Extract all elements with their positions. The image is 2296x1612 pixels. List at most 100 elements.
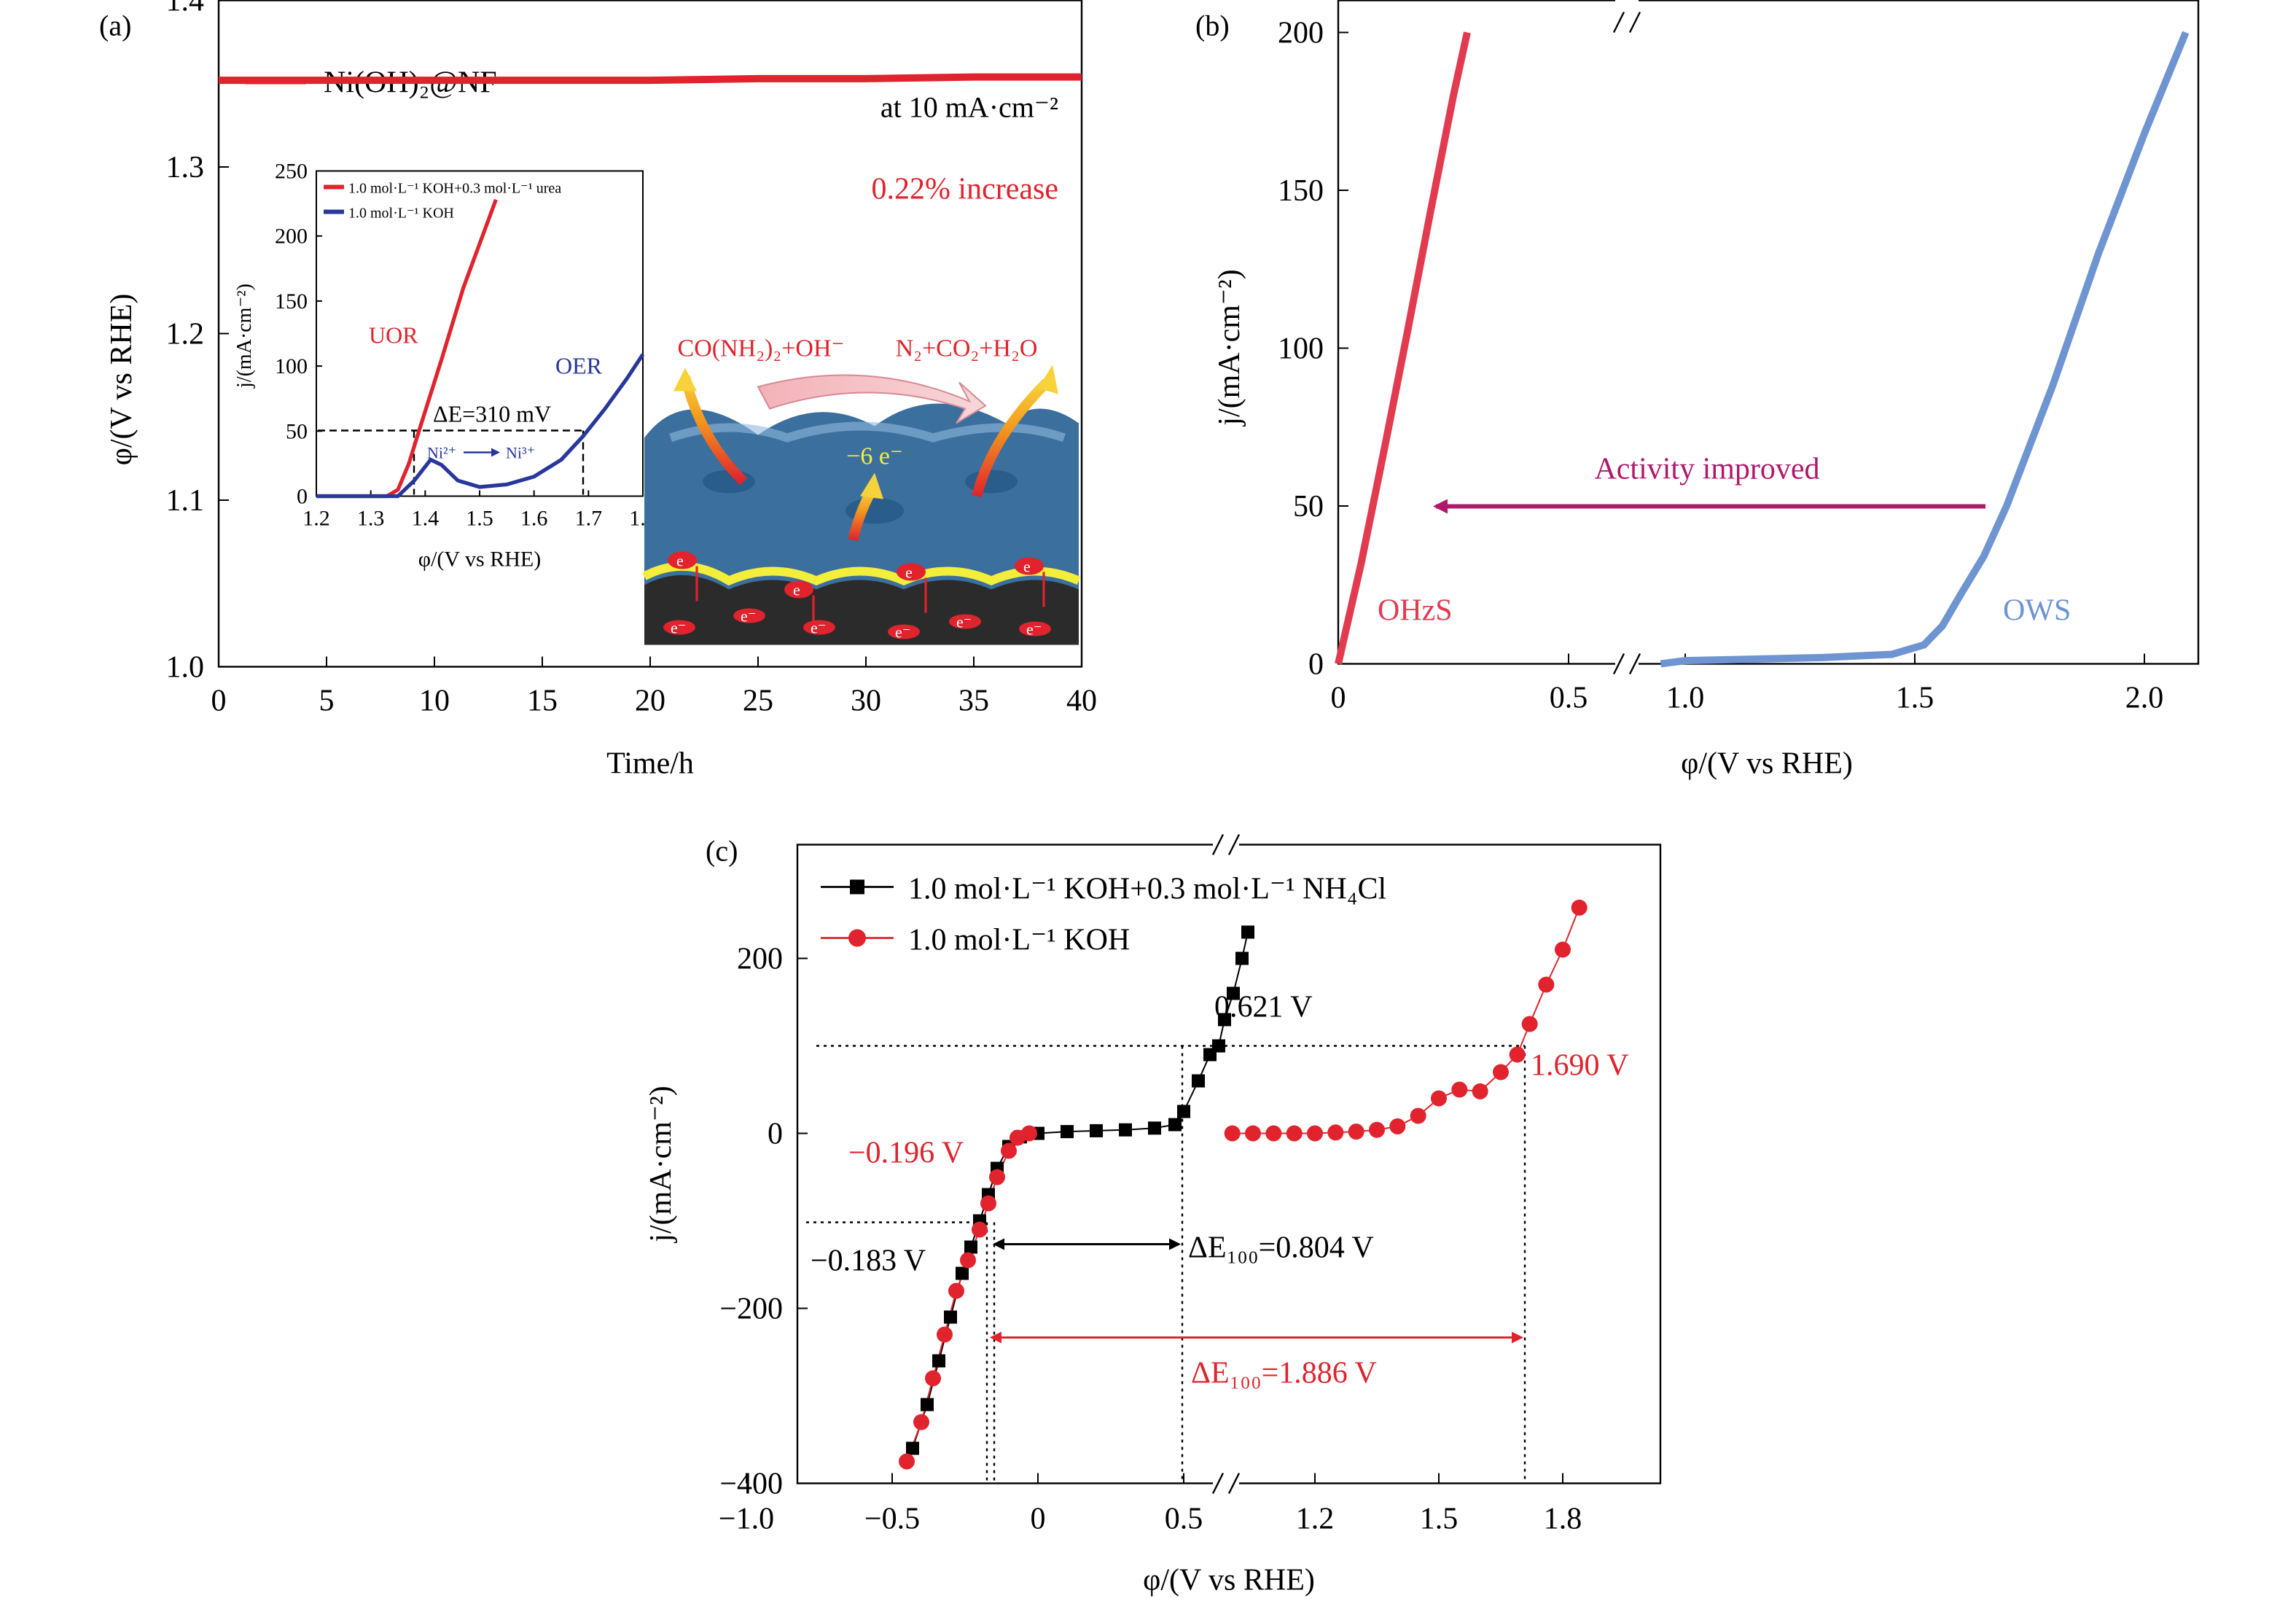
c-xtick-label: −0.5 (864, 1503, 920, 1536)
panel-b-break-mark-top-2 (1628, 11, 1641, 34)
a-ytick-label: 1.3 (166, 151, 205, 184)
panel-c-legend-2: 1.0 mol·L⁻¹ KOH (908, 924, 1130, 957)
panel-b-ows-label: OWS (2003, 594, 2071, 628)
c-ytick-label: 200 (737, 943, 783, 976)
c-marker-koh (1509, 1046, 1526, 1063)
a-ytick-label: 1.4 (166, 0, 205, 18)
schematic-electron (803, 620, 835, 635)
inset-xtick-label: 1.5 (466, 507, 493, 531)
inset-ni3-label: Ni³⁺ (506, 444, 535, 462)
inset-legend-2: 1.0 mol·L⁻¹ KOH (348, 206, 454, 222)
c-marker-koh (1451, 1081, 1468, 1098)
panel-a-increase: 0.22% increase (871, 173, 1058, 206)
panel-c-v1690: 1.690 V (1531, 1049, 1629, 1083)
inset-ytick-label: 150 (275, 289, 308, 314)
a-xtick-label: 40 (1066, 685, 1097, 718)
c-marker-koh (1307, 1125, 1323, 1142)
c-marker-koh (1571, 899, 1588, 916)
c-marker-nh4cl (1212, 1039, 1225, 1053)
b-xtick-label: 1.0 (1666, 682, 1705, 715)
panel-c-axis: −1.0 −0.5 0 0.5 1.2 1.5 1.8 −400 −200 0 200 (719, 943, 1582, 1536)
c-marker-nh4cl (1090, 1124, 1103, 1137)
c-marker-koh (972, 1221, 988, 1238)
c-marker-koh (1410, 1107, 1426, 1124)
schematic-yellow-layer (642, 561, 1081, 586)
a-xtick-label: 20 (635, 685, 665, 718)
c-marker-nh4cl (1192, 1074, 1205, 1088)
b-xtick-label: 0.5 (1550, 682, 1588, 715)
inset-frame (316, 170, 644, 497)
c-marker-nh4cl (1227, 986, 1240, 1000)
c-marker-koh (960, 1252, 976, 1269)
c-marker-koh (1369, 1121, 1385, 1138)
c-marker-koh (1265, 1125, 1282, 1142)
panel-c-legend-1: 1.0 mol·L⁻¹ KOH+0.3 mol·L⁻¹ NH₄Cl (908, 873, 1386, 906)
inset-xlabel: φ/(V vs RHE) (418, 548, 541, 572)
panel-c-v196: −0.196 V (848, 1137, 964, 1170)
inset-ytick-label: 250 (275, 160, 308, 184)
panel-a-series-line (219, 73, 1082, 85)
schematic-electron (1019, 621, 1051, 636)
inset-xtick-label: 1.7 (575, 507, 603, 531)
panel-b-series-ohzs (1335, 31, 1471, 665)
schematic-electron-label: e⁻ (895, 623, 910, 642)
a-xtick-label: 15 (527, 685, 558, 718)
a-xtick-label: 0 (211, 685, 227, 718)
c-marker-koh (1224, 1125, 1241, 1142)
schematic-flame-head-1 (673, 367, 697, 392)
c-marker-koh (989, 1169, 1005, 1185)
a-ytick-label: 1.2 (166, 318, 205, 351)
c-marker-koh (1021, 1125, 1037, 1142)
schematic-electron-label: e (905, 564, 913, 582)
a-xtick-label: 10 (419, 685, 450, 718)
inset-series-koh (316, 353, 645, 499)
c-xtick-label: −1.0 (719, 1503, 774, 1536)
c-ytick-label: −200 (719, 1293, 783, 1326)
schematic-electron (897, 563, 926, 581)
c-marker-koh (1493, 1064, 1509, 1080)
panel-b-axis: 0 0.5 1.0 1.5 2.0 0 50 100 150 200 (1278, 17, 2163, 715)
schematic-electron-label: e⁻ (956, 613, 972, 631)
panel-c-break-mark (1211, 1472, 1225, 1495)
c-marker-nh4cl (1241, 925, 1254, 939)
panel-b-break-gap-top (1615, 0, 1639, 12)
inset-ytick-label: 100 (275, 354, 308, 378)
b-xtick-label: 1.5 (1896, 682, 1934, 715)
panel-c-break-mark-2 (1227, 1472, 1241, 1495)
schematic-electron-group: e e e e e⁻ e⁻ e⁻ e⁻ e⁻ e⁻ (663, 551, 1051, 642)
schematic-electron-label: e (676, 552, 684, 570)
c-ytick-label: 0 (768, 1118, 783, 1151)
c-marker-koh (1245, 1125, 1261, 1142)
inset-xtick-label: 1.3 (357, 507, 385, 531)
c-marker-koh (1286, 1125, 1303, 1142)
panel-b-break-mark-2 (1628, 653, 1641, 675)
panel-a-schematic: −6 e⁻ CO(NH₂)₂+OH⁻ N₂+CO₂+H₂O e e e e e⁻ e⁻ e⁻… (642, 335, 1081, 645)
c-marker-nh4cl (932, 1354, 945, 1368)
schematic-product: N₂+CO₂+H₂O (896, 335, 1038, 362)
c-marker-nh4cl (1119, 1123, 1132, 1137)
schematic-electron-label: e⁻ (811, 619, 826, 637)
panel-b-activity-label: Activity improved (1594, 453, 1819, 486)
schematic-electron (668, 551, 697, 569)
a-ytick-label: 1.0 (166, 651, 205, 685)
panel-b-ylabel: j/(mA·cm⁻²) (1213, 269, 1246, 427)
c-marker-nh4cl (1168, 1118, 1182, 1132)
c-marker-nh4cl (1177, 1105, 1190, 1118)
a-xtick-label: 30 (851, 685, 881, 718)
panel-c-delta-black: ΔE₁₀₀=0.804 V (1188, 1231, 1374, 1265)
c-xtick-label: 0 (1031, 1503, 1046, 1536)
panel-c-break-mark-top (1211, 833, 1225, 856)
panel-c-delta-red: ΔE₁₀₀=1.886 V (1191, 1357, 1377, 1390)
panel-c-tag: (c) (706, 835, 738, 868)
panel-b-series-ows (1660, 31, 2190, 668)
panel-b-ohzs-label: OHzS (1378, 594, 1453, 628)
b-xtick-label: 0 (1331, 682, 1346, 715)
schematic-bump-3 (965, 470, 1018, 494)
panel-a-tag: (a) (99, 9, 131, 42)
a-xtick-label: 5 (319, 685, 335, 718)
c-marker-nh4cl (906, 1441, 919, 1455)
panel-a-ylabel: φ/(V vs RHE) (105, 294, 138, 466)
panel-a: (a) 0 5 10 15 20 25 30 35 40 1.0 1.1 1.2 1.3 1.4 Time… (99, 0, 1097, 781)
schematic-electron-label: e⁻ (741, 607, 756, 626)
